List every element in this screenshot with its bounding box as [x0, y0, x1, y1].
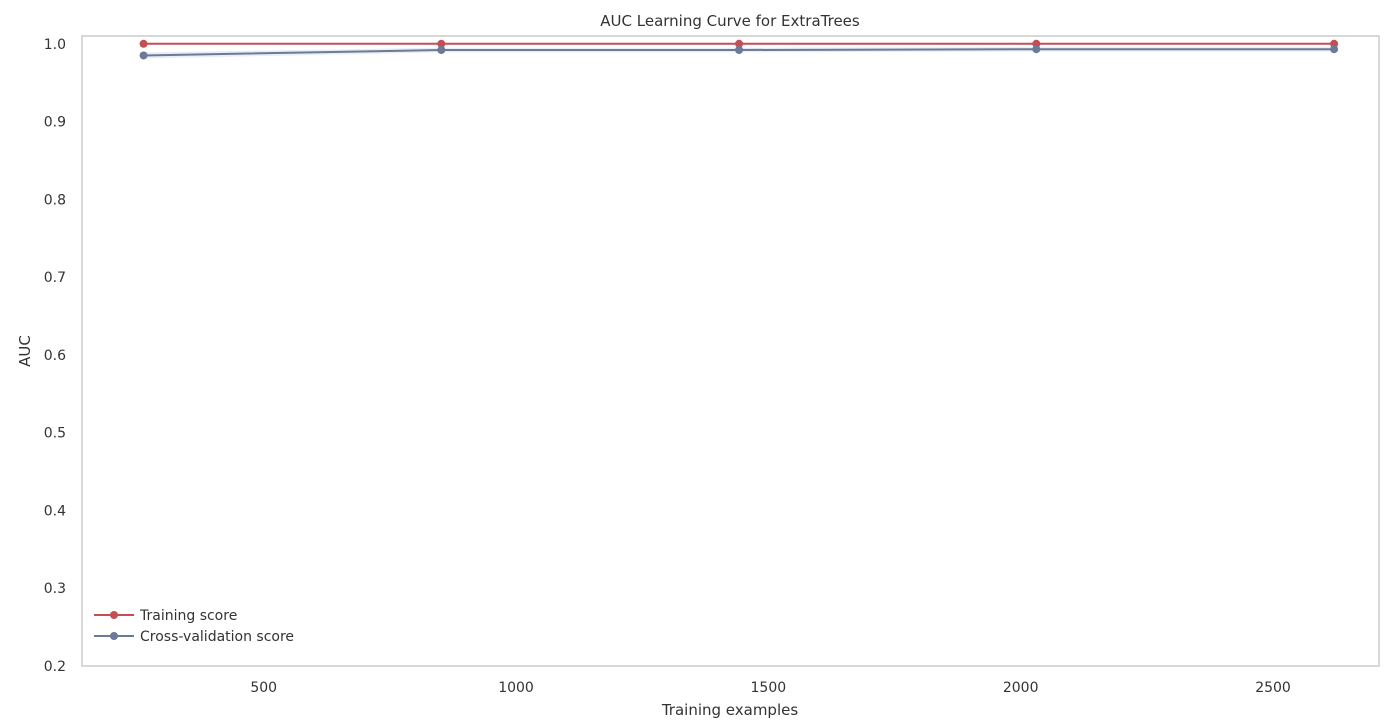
x-tick-label: 1500 [751, 680, 787, 696]
series-points [139, 39, 1339, 60]
data-point-cross-validation [1032, 45, 1041, 54]
x-axis-ticks: 500 1000 1500 2000 2500 [250, 680, 1291, 696]
legend-label-cross-validation: Cross-validation score [140, 629, 294, 645]
y-axis-ticks: 0.2 0.3 0.4 0.5 0.6 0.7 0.8 0.9 1.0 [44, 37, 66, 675]
x-axis-label: Training examples [661, 701, 799, 719]
plot-area-frame [81, 35, 1380, 667]
x-tick-label: 1000 [498, 680, 534, 696]
x-tick-label: 500 [250, 680, 277, 696]
y-tick-label: 0.2 [44, 659, 66, 675]
data-point-cross-validation [139, 51, 148, 60]
data-point-training [437, 39, 446, 48]
y-tick-label: 0.5 [44, 426, 66, 442]
legend-label-training: Training score [139, 608, 237, 624]
y-tick-label: 0.9 [44, 115, 66, 131]
y-tick-label: 0.7 [44, 270, 66, 286]
y-tick-label: 0.8 [44, 192, 66, 208]
legend-marker-training [110, 611, 118, 619]
chart-legend: Training score Cross-validation score [94, 608, 294, 645]
y-tick-label: 1.0 [44, 37, 66, 53]
y-axis-label: AUC [16, 335, 34, 367]
x-tick-label: 2000 [1003, 680, 1039, 696]
y-tick-label: 0.6 [44, 348, 66, 364]
chart-title: AUC Learning Curve for ExtraTrees [600, 12, 860, 30]
legend-marker-cross-validation [110, 632, 118, 640]
x-tick-label: 2500 [1255, 680, 1291, 696]
data-point-cross-validation [1330, 45, 1339, 54]
y-tick-label: 0.3 [44, 581, 66, 597]
data-point-cross-validation [437, 46, 446, 54]
data-point-training [735, 39, 744, 48]
data-point-training [139, 39, 148, 48]
y-tick-label: 0.4 [44, 503, 66, 519]
data-point-cross-validation [735, 46, 744, 54]
